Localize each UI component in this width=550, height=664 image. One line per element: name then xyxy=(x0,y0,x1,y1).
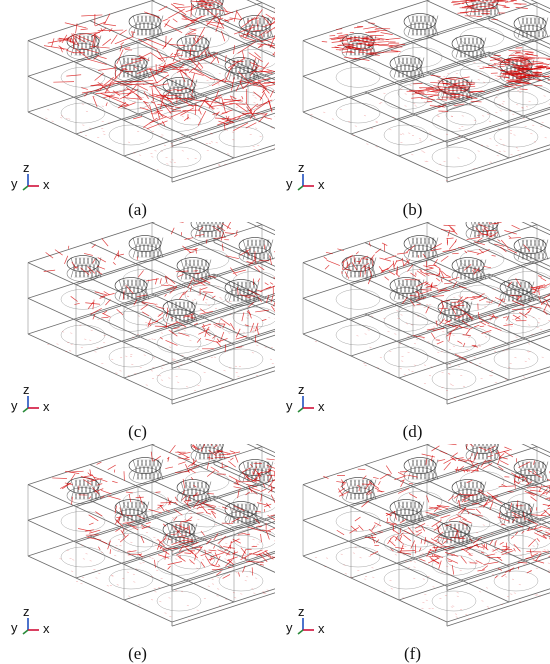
axis-label-z: z xyxy=(23,382,30,397)
field-plot-d xyxy=(275,222,550,422)
axis-triad xyxy=(298,174,314,190)
axis-label-z: z xyxy=(298,604,305,619)
field-plot-b xyxy=(275,0,550,200)
field-plot-f xyxy=(275,444,550,644)
axis-label-y: y xyxy=(286,620,293,635)
axis-label-x: x xyxy=(318,177,325,192)
axis-triad xyxy=(298,618,314,634)
axis-label-y: y xyxy=(11,176,18,191)
axis-label-z: z xyxy=(23,160,30,175)
axis-label-y: y xyxy=(286,176,293,191)
axis-triad xyxy=(23,618,39,634)
axis-triad xyxy=(23,396,39,412)
axis-label-x: x xyxy=(318,621,325,636)
axis-label-z: z xyxy=(298,382,305,397)
axis-triad xyxy=(23,174,39,190)
axis-label-x: x xyxy=(43,399,50,414)
field-plot-e xyxy=(0,444,275,644)
axis-label-x: x xyxy=(43,177,50,192)
field-plot-a xyxy=(0,0,275,200)
axis-label-y: y xyxy=(286,398,293,413)
panel-caption: (f) xyxy=(275,644,550,664)
axis-label-x: x xyxy=(318,399,325,414)
panel-caption: (d) xyxy=(275,422,550,442)
panel-caption: (c) xyxy=(0,422,275,442)
panel-caption: (e) xyxy=(0,644,275,664)
axis-label-x: x xyxy=(43,621,50,636)
field-plot-c xyxy=(0,222,275,422)
axis-triad xyxy=(298,396,314,412)
panel-caption: (b) xyxy=(275,200,550,220)
axis-label-z: z xyxy=(298,160,305,175)
mesh-cells xyxy=(342,444,550,548)
axis-label-y: y xyxy=(11,620,18,635)
mesh-cells xyxy=(342,0,550,104)
panel-caption: (a) xyxy=(0,200,275,220)
mesh-cells xyxy=(67,444,275,548)
axis-label-z: z xyxy=(23,604,30,619)
axis-label-y: y xyxy=(11,398,18,413)
